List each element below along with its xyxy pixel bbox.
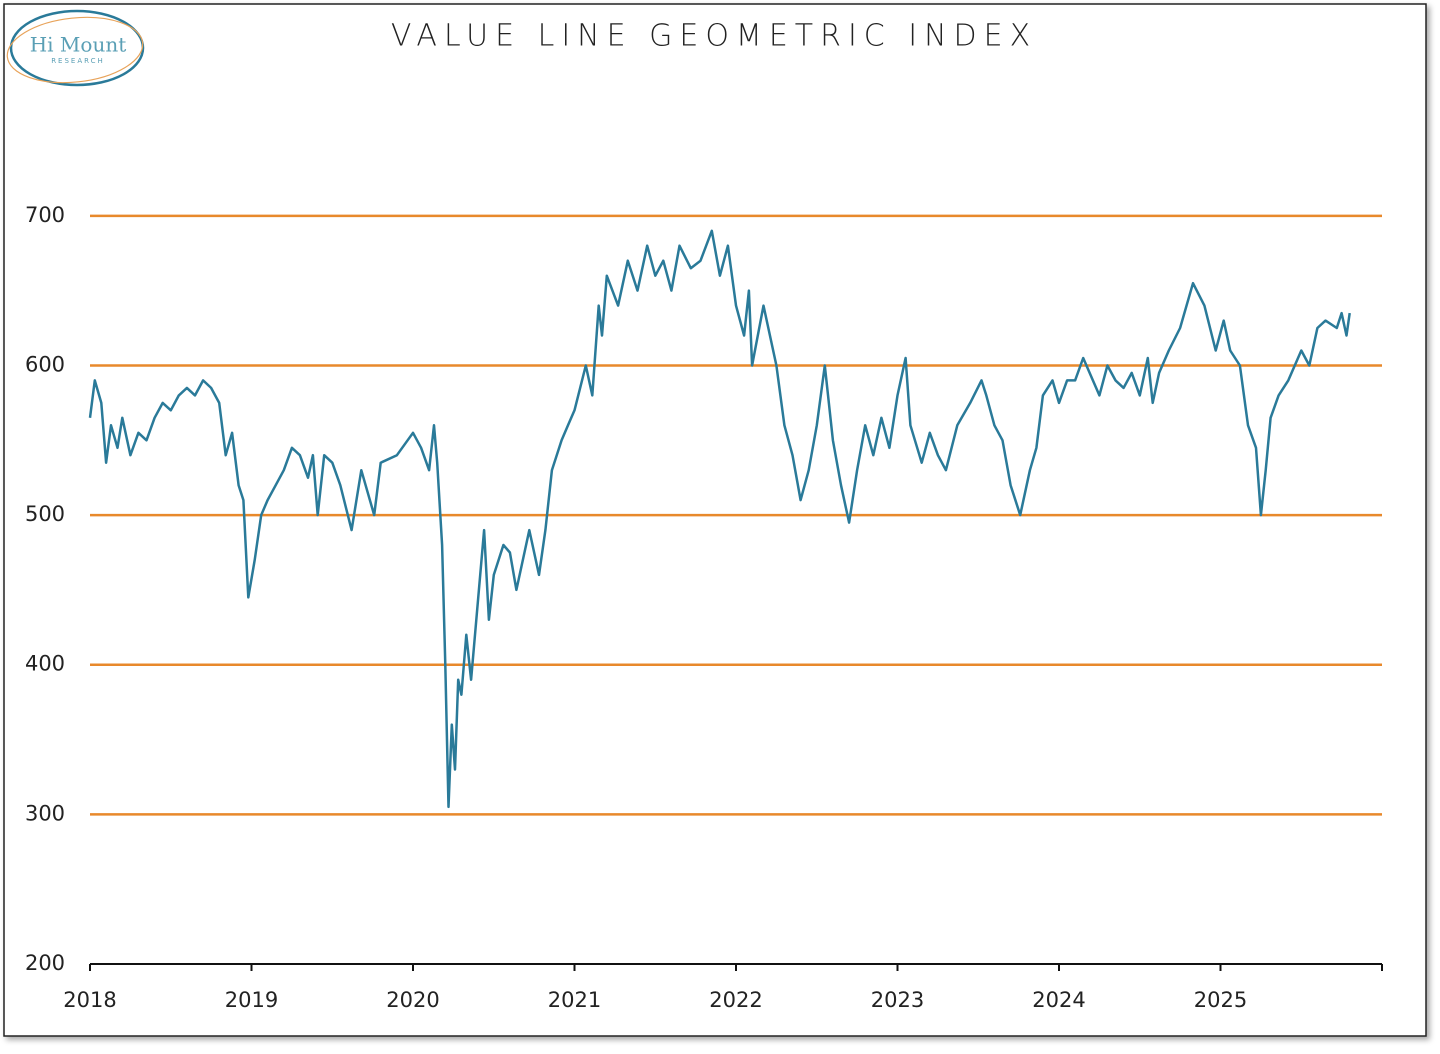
x-tick-label: 2024 [1032,988,1085,1012]
x-tick-label: 2023 [871,988,924,1012]
x-tick-label: 2021 [548,988,601,1012]
logo-ring [6,16,144,84]
y-tick-label: 500 [25,502,65,526]
logo: Hi Mount RESEARCH [6,9,145,87]
y-tick-label: 400 [25,652,65,676]
y-tick-label: 300 [25,801,65,825]
series-line [88,229,1351,809]
logo-tagline: RESEARCH [51,57,105,65]
x-tick-label: 2022 [709,988,762,1012]
x-tick-label: 2019 [225,988,278,1012]
frame [3,3,1427,1037]
y-tick-label: 600 [25,352,65,376]
y-tick-label: 700 [25,203,65,227]
x-tick-label: 2025 [1194,988,1247,1012]
x-tick-label: 2020 [386,988,439,1012]
chart-title: VALUE LINE GEOMETRIC INDEX [391,19,1037,54]
y-tick-label: 200 [25,951,65,975]
x-tick-label: 2018 [63,988,116,1012]
logo-name: Hi Mount [30,33,127,57]
